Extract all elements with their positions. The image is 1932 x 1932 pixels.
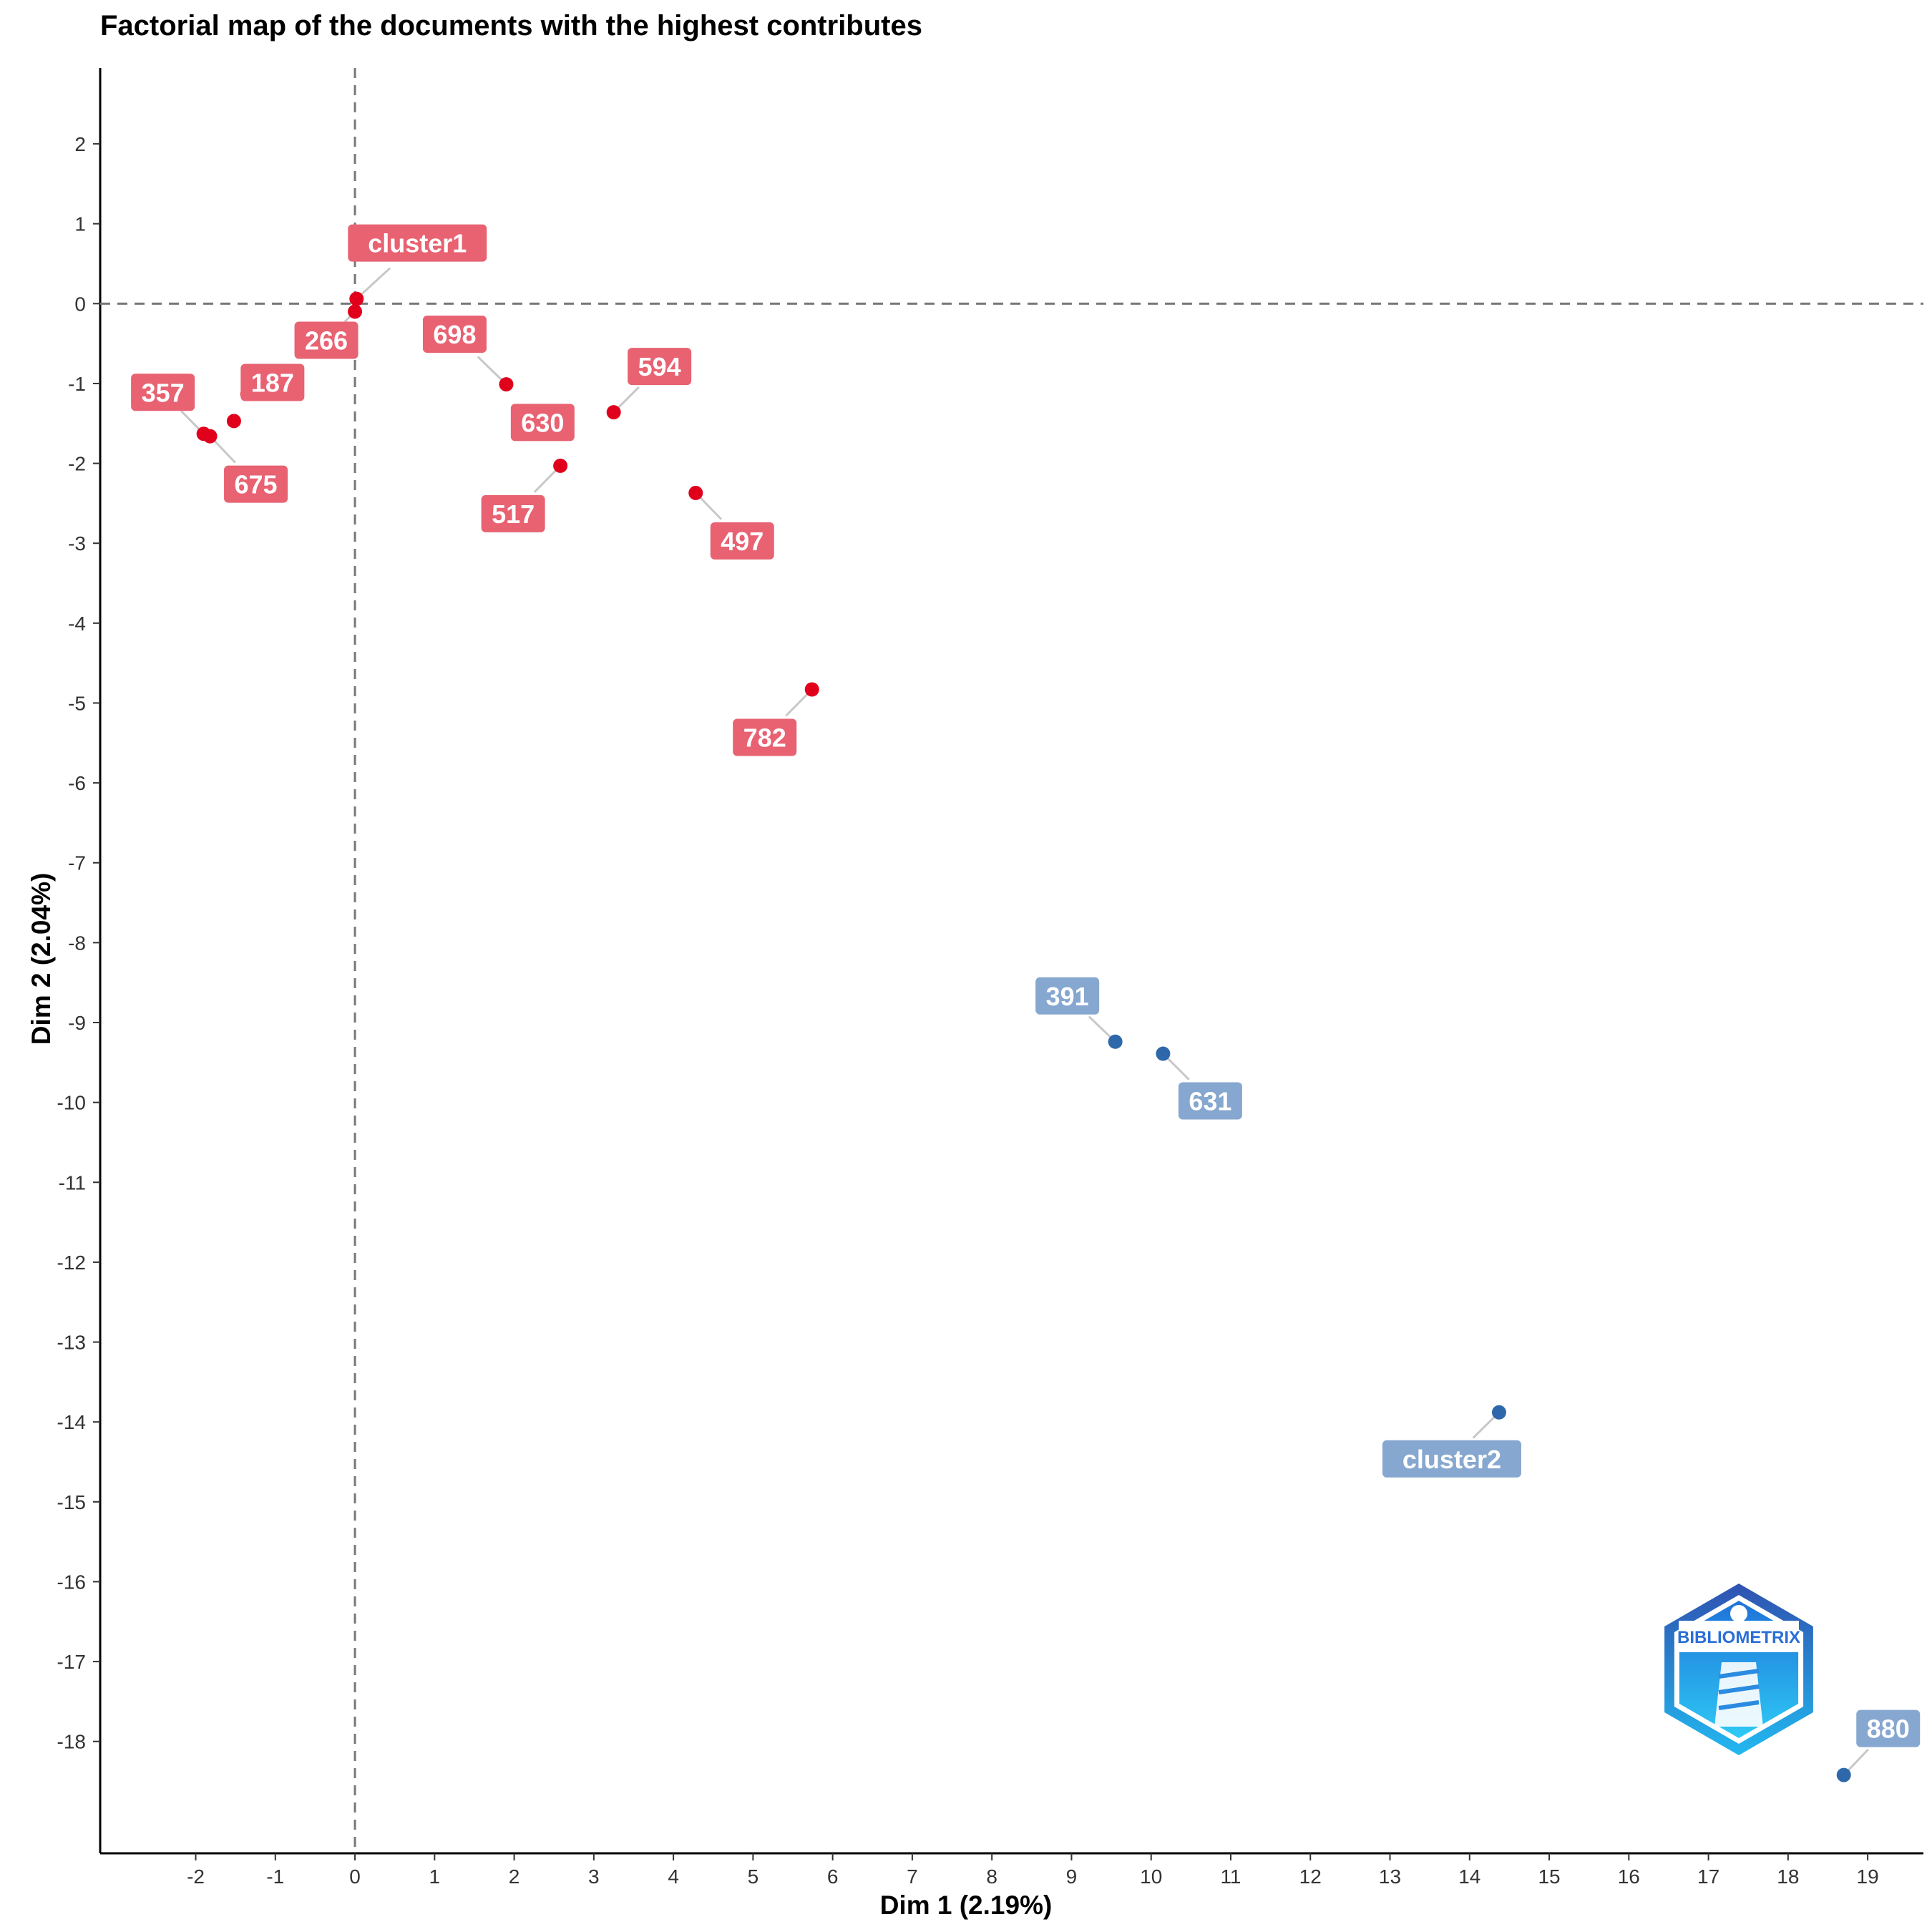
y-tick-label: -2	[68, 453, 86, 475]
point-label-box	[1035, 977, 1100, 1015]
x-tick-label: 19	[1857, 1865, 1879, 1888]
x-tick-label: 8	[986, 1865, 997, 1888]
y-tick-label: -4	[68, 613, 86, 635]
point-label-box	[422, 316, 487, 353]
y-tick-label: 2	[74, 133, 86, 155]
y-tick-label: -1	[68, 373, 86, 395]
point-label-box	[710, 522, 774, 560]
y-tick-label: -10	[57, 1092, 86, 1114]
x-tick-label: 4	[668, 1865, 679, 1888]
point-label-box	[1856, 1709, 1921, 1747]
x-tick-label: 13	[1379, 1865, 1401, 1888]
x-tick-label: 11	[1220, 1865, 1241, 1888]
x-axis-title: Dim 1 (2.19%)	[879, 1890, 1053, 1920]
point-label: 880	[1867, 1714, 1910, 1744]
data-point	[203, 429, 218, 444]
point-label-box	[224, 465, 288, 503]
label-leader-line	[356, 267, 391, 300]
point-label-box	[1382, 1440, 1521, 1478]
y-tick-label: 0	[74, 293, 86, 315]
logo-stripe-icon	[1718, 1669, 1760, 1679]
x-tick-label: 10	[1140, 1865, 1162, 1888]
logo-band	[1679, 1621, 1799, 1652]
y-tick-label: -8	[68, 932, 86, 954]
data-point	[804, 682, 819, 697]
point-label: cluster1	[368, 229, 467, 258]
data-point	[348, 304, 363, 319]
point-label: 357	[142, 378, 185, 407]
x-tick-label: 6	[827, 1865, 839, 1888]
point-label-box	[628, 348, 692, 386]
y-tick-label: -17	[57, 1651, 86, 1673]
y-tick-label: -14	[57, 1411, 86, 1433]
x-tick-label: 0	[349, 1865, 361, 1888]
x-tick-label: 18	[1777, 1865, 1799, 1888]
data-point	[1836, 1767, 1851, 1782]
y-tick-label: -6	[68, 772, 86, 794]
x-tick-label: -1	[266, 1865, 284, 1888]
x-tick-label: -2	[187, 1865, 205, 1888]
point-label: 630	[521, 408, 564, 437]
x-tick-label: 5	[748, 1865, 759, 1888]
data-point	[1491, 1405, 1506, 1420]
point-label-box	[481, 494, 545, 532]
data-point	[499, 377, 514, 392]
point-label-box	[348, 224, 487, 262]
data-point	[226, 414, 241, 429]
point-label-box	[240, 364, 305, 401]
y-tick-label: 1	[74, 213, 86, 235]
x-tick-label: 3	[588, 1865, 600, 1888]
point-label: 594	[638, 352, 681, 381]
point-label: 631	[1189, 1087, 1231, 1116]
point-label: 698	[433, 320, 476, 349]
y-tick-label: -11	[59, 1171, 86, 1194]
x-tick-label: 7	[907, 1865, 918, 1888]
y-tick-label: -5	[68, 692, 86, 714]
point-label: 187	[251, 368, 294, 397]
point-label: 266	[305, 326, 348, 355]
logo-stripe-icon	[1718, 1700, 1760, 1710]
x-tick-label: 15	[1538, 1865, 1560, 1888]
point-label: 517	[492, 499, 535, 529]
x-tick-label: 2	[509, 1865, 520, 1888]
logo-lighthouse-lamp-icon	[1730, 1605, 1747, 1622]
point-label-box	[510, 404, 575, 441]
logo-lighthouse-icon	[1714, 1662, 1763, 1727]
point-label-box	[1178, 1082, 1242, 1120]
chart-title: Factorial map of the documents with the …	[100, 10, 922, 42]
data-point	[349, 291, 364, 306]
y-tick-label: -18	[57, 1731, 86, 1753]
x-tick-label: 9	[1066, 1865, 1078, 1888]
logo-stripe-icon	[1718, 1684, 1760, 1694]
point-label: 782	[743, 723, 786, 753]
y-tick-label: -13	[57, 1332, 86, 1354]
data-point	[606, 405, 621, 420]
point-label: 391	[1046, 982, 1089, 1011]
y-tick-label: -7	[68, 852, 86, 874]
data-point	[1108, 1034, 1123, 1049]
y-axis-title: Dim 2 (2.04%)	[26, 872, 56, 1045]
logo-text: BIBLIOMETRIX	[1677, 1628, 1800, 1647]
x-tick-label: 1	[429, 1865, 441, 1888]
data-point	[553, 458, 568, 473]
point-label: 675	[235, 470, 278, 499]
point-label: cluster2	[1402, 1445, 1501, 1474]
y-tick-label: -15	[57, 1491, 86, 1513]
y-tick-label: -3	[68, 532, 86, 555]
data-point	[1156, 1046, 1171, 1061]
y-tick-label: -12	[57, 1252, 86, 1274]
x-tick-label: 14	[1458, 1865, 1480, 1888]
x-tick-label: 16	[1618, 1865, 1640, 1888]
point-label-box	[294, 321, 358, 359]
y-tick-label: -9	[68, 1012, 86, 1034]
x-tick-label: 12	[1299, 1865, 1322, 1888]
data-point	[688, 485, 703, 500]
point-label: 497	[721, 527, 763, 556]
point-label-box	[131, 374, 195, 411]
point-label-box	[733, 718, 797, 756]
y-tick-label: -16	[57, 1571, 86, 1593]
x-tick-label: 17	[1697, 1865, 1719, 1888]
